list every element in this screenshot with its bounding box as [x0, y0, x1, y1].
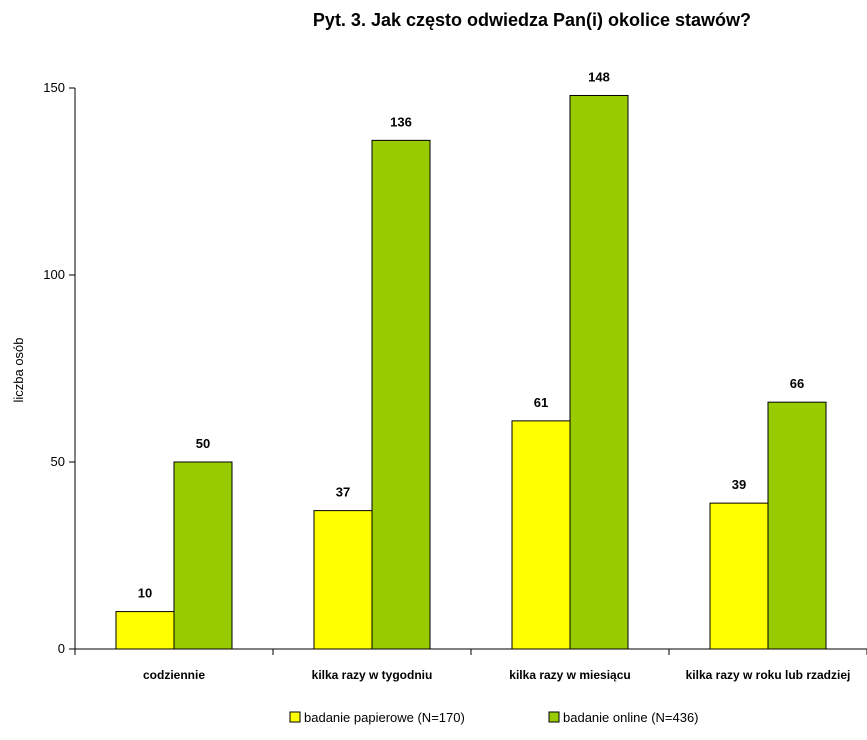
- y-tick-label: 150: [43, 80, 65, 95]
- plot-area: 0 50 100 150 10 50 codziennie 37 136 kilka razy w…: [43, 69, 867, 682]
- x-tick-label: codziennie: [143, 668, 205, 682]
- bar: [709, 502, 769, 650]
- chart-title: Pyt. 3. Jak często odwiedza Pan(i) okoli…: [313, 10, 751, 30]
- legend-label: badanie online (N=436): [563, 710, 699, 725]
- bar: [511, 420, 571, 650]
- data-label: 61: [534, 395, 548, 410]
- legend: badanie papierowe (N=170) badanie online …: [289, 710, 699, 725]
- data-label: 39: [732, 477, 746, 492]
- data-label: 50: [196, 436, 210, 451]
- bar: [313, 510, 373, 650]
- data-label: 37: [336, 485, 350, 500]
- bar: [173, 461, 233, 650]
- y-tick-label: 0: [58, 641, 65, 656]
- data-label: 148: [588, 69, 610, 84]
- data-label: 136: [390, 114, 412, 129]
- y-tick-label: 100: [43, 267, 65, 282]
- bar: [371, 139, 431, 650]
- bar: [115, 611, 175, 650]
- y-tick-label: 50: [51, 454, 65, 469]
- data-label: 66: [790, 376, 804, 391]
- bar: [569, 94, 629, 650]
- legend-swatch: [289, 711, 301, 723]
- x-tick-label: kilka razy w roku lub rzadziej: [686, 668, 851, 682]
- x-tick-label: kilka razy w tygodniu: [312, 668, 433, 682]
- x-tick-label: kilka razy w miesiącu: [509, 668, 630, 682]
- y-axis-label: liczba osób: [11, 337, 26, 402]
- data-label: 10: [138, 586, 152, 601]
- bar: [767, 401, 827, 650]
- legend-label: badanie papierowe (N=170): [304, 710, 465, 725]
- legend-swatch: [548, 711, 560, 723]
